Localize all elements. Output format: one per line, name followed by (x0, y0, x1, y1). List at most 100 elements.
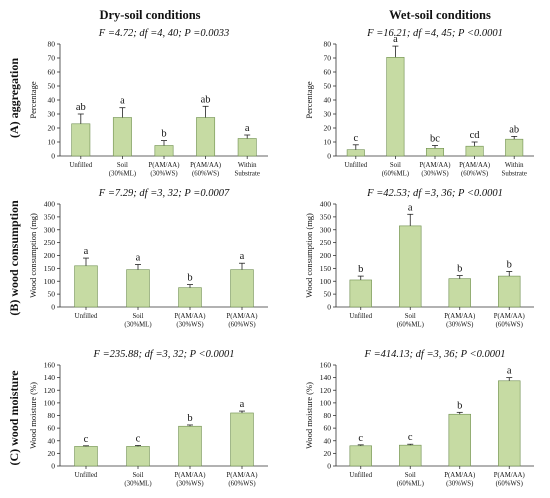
bar (112, 117, 132, 157)
x-tick-label: Unfilled (75, 313, 98, 320)
y-tick-label: 50 (324, 82, 332, 91)
y-tick-label: 200 (44, 251, 56, 260)
panel-3: F =42.53; df =3, 36; P <0.0001 Wood consu… (304, 188, 534, 329)
bar (448, 413, 471, 467)
significance-letter: c (136, 433, 141, 444)
significance-letter: a (84, 246, 89, 257)
x-tick-label: Unfilled (69, 162, 92, 169)
x-tick-label: (30%ML) (109, 171, 136, 178)
significance-letter: b (358, 264, 363, 275)
significance-letter: a (240, 251, 245, 262)
x-tick-label: Unfilled (75, 472, 98, 479)
significance-letter: cd (470, 130, 481, 141)
significance-letter: bc (430, 134, 440, 145)
stats-label: F =4.72; df =4, 40; P =0.0033 (98, 28, 229, 39)
y-tick-label: 100 (320, 398, 332, 407)
y-tick-label: 80 (324, 40, 332, 49)
bar (237, 138, 257, 157)
significance-letter: c (353, 133, 358, 144)
stats-label: F =16.21; df =4, 45; P <0.0001 (366, 28, 503, 39)
bar (505, 138, 524, 157)
x-tick-label: P(AM/AA) (175, 472, 206, 479)
y-tick-label: 80 (48, 40, 56, 49)
x-tick-label: P(AM/AA) (227, 313, 258, 320)
y-tick-label: 80 (48, 411, 56, 420)
x-tick-label: (60%WS) (496, 322, 523, 329)
y-tick-label: 0 (327, 152, 331, 161)
y-tick-label: 40 (324, 96, 332, 105)
y-tick-label: 100 (44, 277, 56, 286)
bar (399, 225, 422, 308)
x-tick-label: Unfilled (344, 162, 367, 169)
bar (349, 279, 372, 308)
x-tick-label: (30%WS) (446, 481, 473, 488)
y-tick-label: 400 (320, 200, 332, 209)
y-tick-label: 100 (44, 398, 56, 407)
x-tick-label: (30%WS) (150, 171, 177, 178)
y-tick-label: 10 (324, 138, 332, 147)
bar (196, 117, 216, 157)
stats-label: F =235.88; df =3, 32; P <0.0001 (93, 349, 235, 360)
row-label-aggregation: (A) aggregation (7, 58, 21, 138)
bar (498, 380, 521, 467)
panel-2: F =7.29; df =3, 32; P =0.0007 Wood consum… (28, 188, 268, 329)
y-tick-label: 120 (320, 386, 332, 395)
y-axis-label: Wood consumption (mg) (304, 213, 314, 298)
y-tick-label: 20 (48, 124, 56, 133)
x-tick-label: (60%WS) (461, 171, 488, 178)
bar (126, 269, 150, 308)
y-tick-label: 40 (324, 436, 332, 445)
significance-letter: ab (76, 102, 86, 113)
significance-letter: a (408, 202, 413, 213)
x-tick-label: Soil (405, 313, 416, 320)
bar (126, 446, 150, 467)
x-tick-label: (60%ML) (397, 481, 424, 488)
x-tick-label: P(AM/AA) (149, 162, 180, 169)
significance-letter: ab (201, 94, 211, 105)
significance-letter: b (161, 129, 166, 140)
y-tick-label: 150 (320, 264, 332, 273)
significance-letter: c (408, 432, 413, 443)
y-tick-label: 60 (48, 68, 56, 77)
significance-letter: a (245, 123, 250, 134)
y-tick-label: 10 (48, 138, 56, 147)
x-tick-label: Soil (405, 472, 416, 479)
y-axis-label: Percentage (28, 81, 38, 119)
y-tick-label: 70 (324, 54, 332, 63)
y-axis-label: Wood consumption (mg) (28, 213, 38, 298)
y-tick-label: 70 (48, 54, 56, 63)
x-tick-label: P(AM/AA) (190, 162, 221, 169)
significance-letter: a (136, 253, 141, 264)
x-tick-label: P(AM/AA) (420, 162, 451, 169)
y-tick-label: 60 (324, 424, 332, 433)
significance-letter: b (187, 273, 192, 284)
x-tick-label: (60%ML) (397, 322, 424, 329)
significance-letter: a (240, 399, 245, 410)
panel-5: F =414.13; df =3, 36; P <0.0001 Wood mois… (304, 349, 534, 488)
x-tick-label: Soil (117, 162, 128, 169)
x-tick-label: (60%WS) (496, 481, 523, 488)
y-tick-label: 0 (51, 462, 55, 471)
bar (346, 149, 365, 157)
y-tick-label: 250 (44, 238, 56, 247)
y-tick-label: 350 (44, 212, 56, 221)
y-axis-label: Percentage (304, 81, 314, 119)
bar (178, 287, 202, 308)
significance-letter: a (120, 96, 125, 107)
y-tick-label: 30 (48, 110, 56, 119)
y-tick-label: 0 (327, 303, 331, 312)
bar (448, 278, 471, 308)
significance-letter: b (507, 259, 512, 270)
x-tick-label: Substrate (235, 171, 260, 178)
y-axis-label: Wood moisture (%) (304, 382, 314, 449)
x-tick-label: (60%WS) (228, 322, 255, 329)
significance-letter: c (84, 434, 89, 445)
significance-letter: a (393, 34, 398, 45)
x-tick-label: (30%WS) (421, 171, 448, 178)
x-tick-label: Soil (133, 472, 144, 479)
y-tick-label: 20 (324, 124, 332, 133)
stats-label: F =42.53; df =3, 36; P <0.0001 (366, 188, 503, 199)
bar (154, 145, 174, 157)
x-tick-label: Soil (390, 162, 401, 169)
